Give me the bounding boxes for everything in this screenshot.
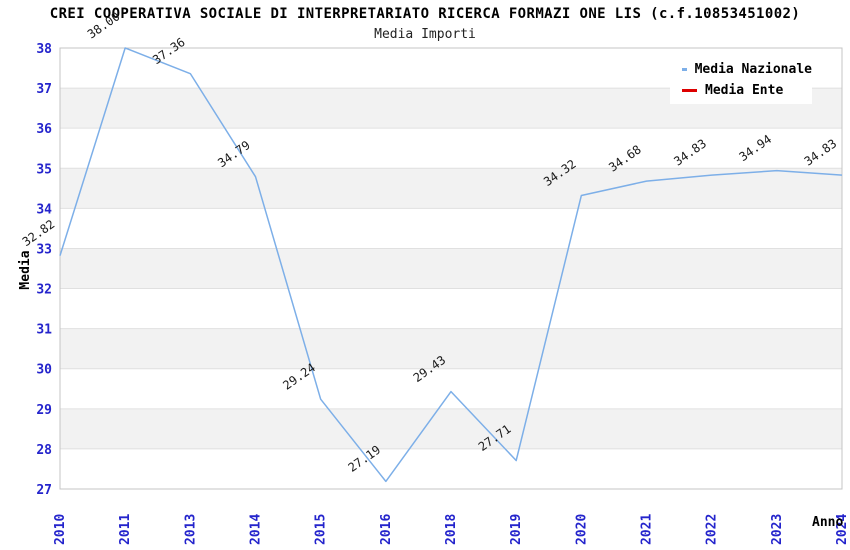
x-tick-label: 2023 — [770, 514, 785, 545]
y-tick-label: 30 — [36, 363, 52, 378]
line-swatch-media-ente-icon — [682, 89, 697, 92]
y-tick-label: 38 — [36, 42, 52, 57]
plot-band — [60, 328, 842, 369]
plot-band — [60, 128, 842, 169]
y-tick-label: 37 — [36, 82, 52, 97]
y-tick-label: 34 — [36, 202, 52, 217]
y-tick-label: 27 — [36, 483, 52, 498]
plot-band — [60, 408, 842, 449]
y-tick-label: 36 — [36, 122, 52, 137]
x-tick-label: 2015 — [314, 514, 329, 545]
x-tick-label: 2024 — [835, 514, 850, 545]
x-tick-label: 2022 — [705, 514, 720, 545]
x-tick-label: 2016 — [379, 514, 394, 545]
legend-label-media-nazionale: Media Nazionale — [694, 62, 812, 77]
x-tick-label: 2014 — [249, 514, 264, 545]
y-tick-label: 35 — [36, 162, 52, 177]
legend-item-media-ente: Media Ente — [682, 83, 812, 98]
plot-band — [60, 368, 842, 409]
x-tick-label: 2018 — [444, 514, 459, 545]
x-axis-title: Anno — [812, 515, 844, 530]
y-axis-title: Media — [18, 250, 33, 290]
x-tick-label: 2013 — [183, 514, 198, 545]
x-tick-label: 2019 — [509, 514, 524, 545]
chart-subtitle: Media Importi — [374, 27, 476, 42]
plot-band — [60, 208, 842, 249]
y-tick-label: 31 — [36, 323, 52, 338]
plot-band — [60, 288, 842, 329]
plot-band — [60, 448, 842, 489]
x-tick-label: 2010 — [53, 514, 68, 545]
plot-band — [60, 248, 842, 289]
legend: Media Nazionale Media Ente — [670, 56, 812, 104]
y-tick-label: 28 — [36, 443, 52, 458]
data-point-label: 38.00 — [85, 9, 123, 41]
chart-title: CREI COOPERATIVA SOCIALE DI INTERPRETARI… — [49, 6, 801, 22]
line-swatch-media-nazionale-icon — [682, 68, 687, 71]
x-tick-label: 2020 — [574, 514, 589, 545]
plot-border — [59, 47, 843, 490]
x-tick-label: 2011 — [118, 514, 133, 545]
x-tick-label: 2021 — [640, 514, 655, 545]
legend-label-media-ente: Media Ente — [705, 83, 784, 98]
legend-item-media-nazionale: Media Nazionale — [682, 62, 812, 77]
y-tick-label: 33 — [36, 242, 52, 257]
line-series-0 — [59, 47, 843, 483]
y-tick-label: 29 — [36, 403, 52, 418]
y-tick-label: 32 — [36, 283, 52, 298]
